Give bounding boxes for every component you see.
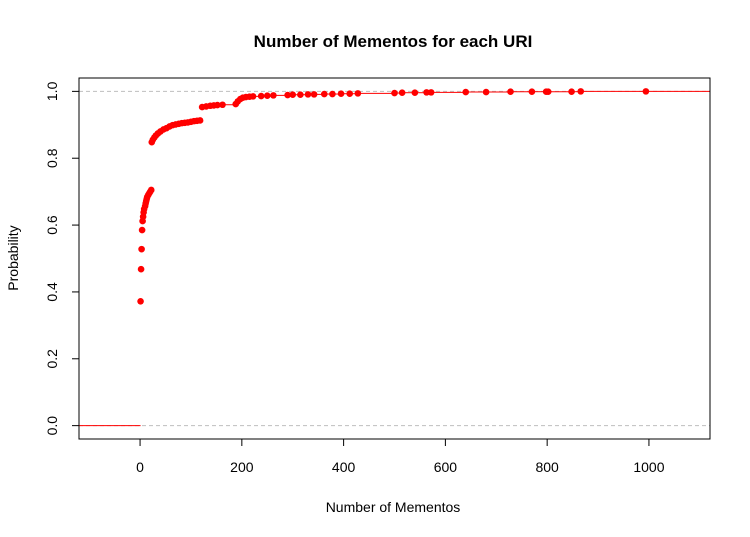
y-tick-label: 1.0 xyxy=(44,81,60,101)
data-point xyxy=(263,92,271,100)
data-point xyxy=(568,88,575,96)
x-tick-label: 1000 xyxy=(633,459,664,475)
data-point xyxy=(249,93,257,100)
data-point xyxy=(411,89,419,97)
data-point xyxy=(138,226,146,234)
data-point xyxy=(289,91,297,99)
data-point xyxy=(257,92,265,100)
data-point xyxy=(219,101,226,109)
data-point xyxy=(642,88,650,95)
data-point xyxy=(544,88,552,96)
data-point xyxy=(297,91,304,99)
x-axis-title: Number of Mementos xyxy=(326,499,461,515)
data-point xyxy=(310,91,318,98)
data-point xyxy=(137,297,144,305)
y-tick-label: 0.8 xyxy=(44,148,60,168)
data-point xyxy=(462,88,470,96)
y-tick-label: 0.4 xyxy=(44,282,60,302)
data-point xyxy=(138,245,145,253)
data-point xyxy=(284,91,291,99)
data-point xyxy=(482,88,490,96)
data-point xyxy=(391,89,398,97)
data-point xyxy=(427,89,435,96)
data-point xyxy=(137,265,145,273)
x-tick-label: 200 xyxy=(230,459,254,475)
data-point xyxy=(577,88,585,95)
data-point xyxy=(337,90,345,98)
data-point xyxy=(270,92,277,99)
y-axis-title: Probability xyxy=(5,225,21,290)
data-point xyxy=(423,89,430,96)
data-point xyxy=(398,89,406,97)
data-point xyxy=(354,90,362,97)
data-point xyxy=(507,88,514,96)
data-point xyxy=(214,101,221,109)
data-point xyxy=(528,88,536,96)
data-point xyxy=(320,90,328,98)
data-point xyxy=(304,91,312,98)
reference-lines xyxy=(79,90,710,427)
x-tick-label: 400 xyxy=(332,459,356,475)
x-tick-label: 800 xyxy=(535,459,559,475)
x-tick-label: 0 xyxy=(136,459,144,475)
data-point xyxy=(147,186,155,194)
y-tick-label: 0.0 xyxy=(44,416,60,436)
y-axis: 0.0 0.2 0.4 0.6 0.8 1.0 xyxy=(44,81,80,436)
data-point xyxy=(329,90,336,98)
y-tick-label: 0.6 xyxy=(44,215,60,235)
plot-frame xyxy=(78,77,711,440)
data-point xyxy=(346,90,354,98)
chart-title: Number of Mementos for each URI xyxy=(254,32,533,51)
x-tick-label: 600 xyxy=(434,459,458,475)
data-point xyxy=(196,117,204,124)
data-points xyxy=(79,88,710,427)
x-axis: 0 200 400 600 800 1000 xyxy=(136,438,665,475)
y-tick-label: 0.2 xyxy=(44,349,60,369)
